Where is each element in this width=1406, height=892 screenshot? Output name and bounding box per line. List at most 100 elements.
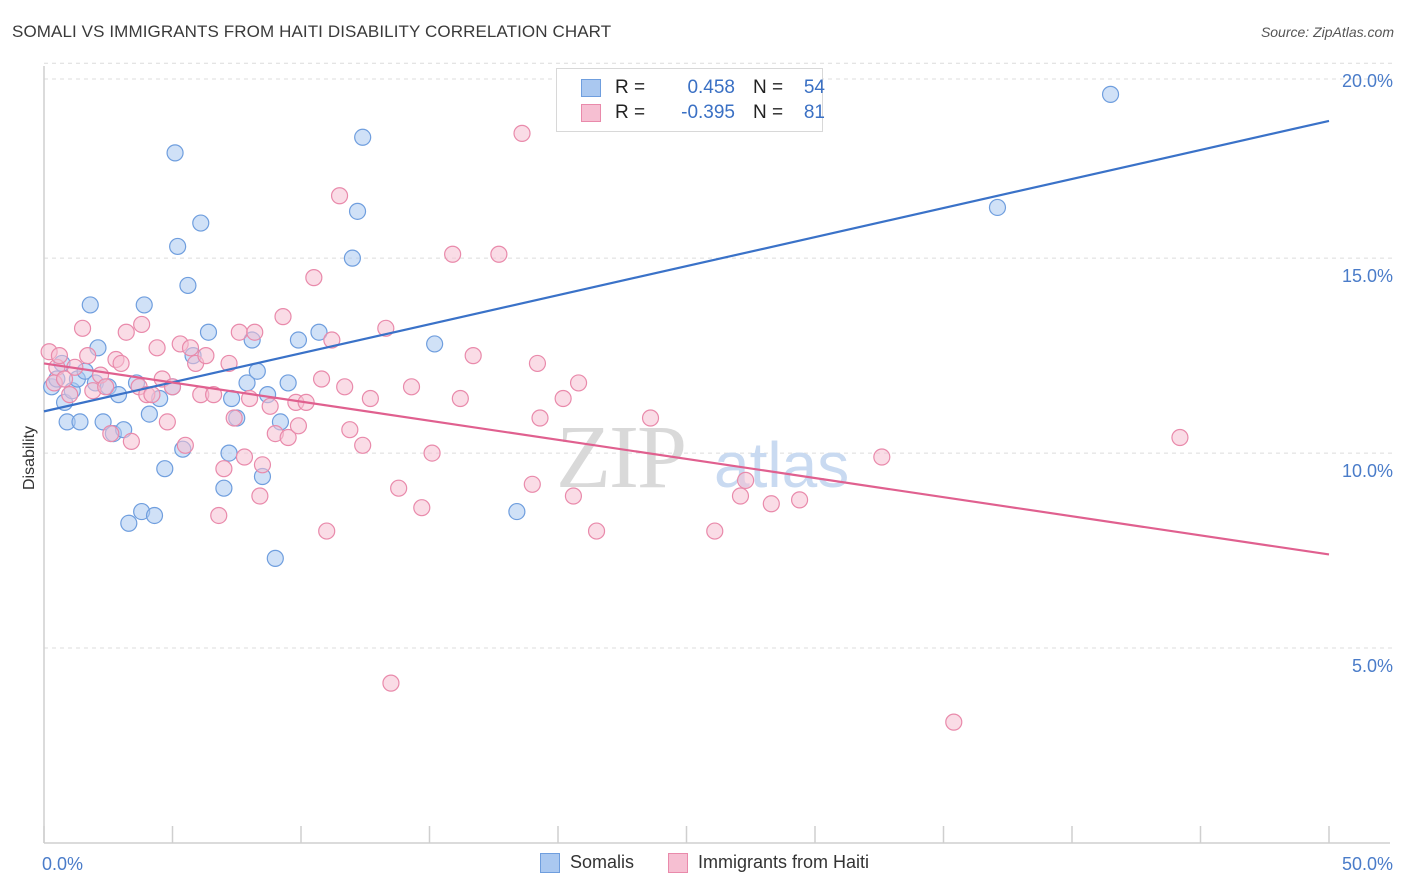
haiti-point [1171,428,1189,447]
haiti-point [97,378,115,396]
legend-r-label: R = [615,102,646,123]
somali-point [220,444,238,462]
legend-item-haiti: Immigrants from Haiti [668,852,869,873]
legend-label-somalis: Somalis [570,852,635,872]
legend-row-haiti: R = -0.395 N = 81 [581,101,825,125]
haiti-point [323,331,341,349]
somali-point [508,502,526,521]
y-tick-labels: 5.0% 10.0% 15.0% 20.0% [1342,71,1393,676]
haiti-point [790,491,809,509]
haiti-point [205,386,223,404]
haiti-point [354,436,372,454]
haiti-point [225,409,243,427]
somali-point [156,460,174,478]
somali-point [266,549,284,567]
haiti-point [158,413,176,431]
somali-point [120,514,138,532]
somali-point [179,276,197,295]
legend-swatch-haiti [581,104,601,122]
somali-point [248,362,266,380]
somali-point [135,296,153,314]
somali-point [215,479,233,497]
haiti-point [261,397,279,415]
haiti-point [253,456,272,474]
somali-point [426,335,444,353]
somali-point [169,237,187,256]
haiti-point [215,460,233,478]
haiti-point [102,425,120,443]
somali-point [166,144,184,162]
haiti-point [181,339,200,357]
haiti-point [330,187,349,205]
haiti-point [513,124,531,142]
x-tick-label-min: 0.0% [42,854,83,874]
haiti-point [220,354,238,373]
haiti-point [423,444,441,462]
somali-point [1101,85,1120,103]
somali-point [71,413,89,431]
haiti-point [312,370,331,388]
somali-point [81,296,99,314]
haiti-point [336,378,354,396]
legend-n-value: 81 [803,102,825,123]
haiti-point [117,323,135,341]
haiti-point [235,448,254,466]
haiti-point [706,522,724,540]
legend-n-value: 54 [803,77,825,98]
haiti-point [531,409,549,427]
source-note: Source: ZipAtlas.com [1260,24,1394,40]
haiti-point [251,487,269,505]
legend-item-somalis: Somalis [540,852,634,873]
legend-r-value: -0.395 [681,102,735,123]
somali-point [343,249,361,267]
legend-row-somalis: R = 0.458 N = 54 [581,76,825,100]
haiti-point [274,308,292,326]
haiti-point [176,436,194,454]
haiti-point [148,339,166,357]
y-axis-label: Disability [21,426,38,490]
y-tick-label: 5.0% [1352,656,1393,676]
haiti-point [210,506,228,525]
haiti-point [341,421,359,439]
haiti-point [133,315,151,334]
somali-point [348,202,367,220]
haiti-point [554,389,572,408]
haiti-point [402,378,421,396]
somali-point [140,405,158,423]
haiti-point [569,374,588,392]
somali-trend-line [43,119,1330,413]
haiti-point [390,479,408,497]
haiti-point [464,347,482,365]
legend-swatch-haiti [668,852,689,873]
somali-point [988,198,1007,217]
haiti-point [528,354,547,373]
somali-point [145,506,164,525]
haiti-point [55,370,74,388]
haiti-point [490,245,508,263]
x-tick-marks [43,826,1330,843]
somali-point [310,323,328,341]
stats-legend: R = 0.458 N = 54 R = -0.395 N = 81 [556,68,825,132]
haiti-point [641,409,660,427]
series-haiti-points [40,124,1189,731]
haiti-trend-line [43,362,1330,556]
haiti-point [587,522,606,540]
somali-point [192,214,210,232]
haiti-point [318,522,336,540]
y-tick-label: 20.0% [1342,71,1393,91]
haiti-point [413,499,431,517]
haiti-point [523,475,541,493]
legend-swatch-somalis [540,852,560,873]
haiti-point [361,389,379,408]
legend-r-label: R = [615,77,646,98]
x-tick-label-max: 50.0% [1342,854,1393,874]
haiti-point [230,323,248,341]
haiti-point [50,347,69,365]
haiti-point [382,674,400,692]
haiti-point [197,347,215,365]
haiti-point [444,245,462,263]
legend-swatch-somalis [581,79,601,97]
somali-point [354,128,372,146]
haiti-point [451,389,469,408]
haiti-point [945,713,963,731]
